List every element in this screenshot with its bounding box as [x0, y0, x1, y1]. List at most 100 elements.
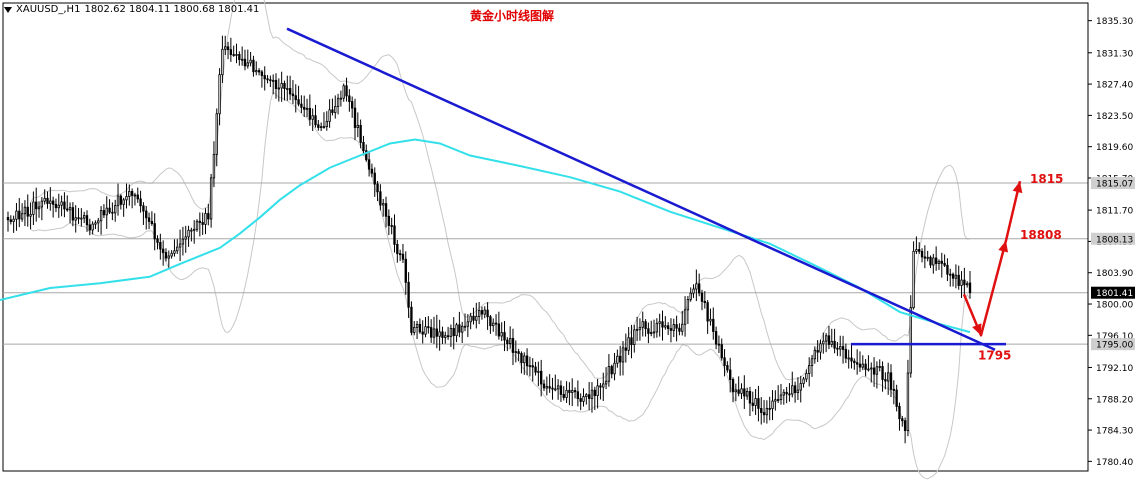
candle: [765, 400, 769, 424]
candle: [779, 383, 783, 405]
candle: [678, 323, 681, 336]
candle: [226, 41, 230, 60]
candle: [63, 192, 66, 218]
candle: [824, 333, 828, 353]
candle-body: [712, 318, 715, 332]
candle-body: [97, 220, 100, 224]
candle: [754, 388, 757, 415]
candle: [319, 122, 323, 132]
candle-body: [80, 217, 83, 220]
candle-body: [88, 224, 91, 231]
candle: [147, 212, 151, 230]
candle: [190, 227, 193, 242]
candle-body: [641, 321, 644, 328]
candle-body: [565, 389, 568, 398]
candle-body: [686, 299, 690, 311]
candle: [238, 51, 241, 66]
candle: [833, 328, 836, 354]
candle-body: [926, 256, 929, 259]
candle-body: [616, 355, 619, 364]
candle-body: [872, 367, 876, 375]
candle: [102, 204, 106, 219]
candle-body: [303, 106, 306, 110]
candle-body: [740, 388, 743, 394]
candle-body: [675, 324, 678, 329]
candle-body: [142, 205, 145, 212]
candle-body: [167, 255, 170, 259]
candle: [714, 326, 718, 350]
candle: [556, 379, 560, 400]
candle-body: [345, 85, 348, 97]
candle: [229, 37, 233, 62]
candle: [571, 378, 574, 407]
candle-body: [190, 229, 193, 232]
candle: [949, 268, 952, 287]
candle-body: [274, 79, 278, 89]
candle-body: [540, 370, 543, 385]
price-label-text: 1801.41: [1096, 289, 1133, 299]
candle-body: [477, 310, 481, 317]
candle: [193, 220, 196, 244]
candle: [407, 272, 410, 318]
axis-tick-label: 1831.30: [1096, 49, 1133, 59]
candle: [198, 212, 202, 237]
candle: [252, 55, 255, 77]
candle-body: [528, 365, 532, 368]
candle: [139, 190, 142, 213]
candle: [887, 362, 890, 395]
candle-body: [508, 338, 512, 344]
candle-body: [590, 389, 594, 399]
candle: [966, 281, 969, 288]
candle: [119, 194, 123, 210]
candle: [633, 324, 636, 353]
candle-body: [774, 399, 777, 402]
candle: [847, 349, 850, 369]
candle-body: [184, 236, 187, 240]
candle: [125, 183, 128, 209]
candle-body: [870, 367, 873, 370]
candle-body: [918, 249, 921, 252]
candle: [6, 211, 10, 232]
candle: [235, 43, 238, 64]
candle: [720, 338, 723, 361]
candle-body: [466, 321, 470, 327]
candle: [18, 198, 21, 228]
candle-body: [6, 217, 10, 221]
candle-body: [353, 107, 357, 128]
candle-body: [599, 385, 602, 388]
candle: [370, 163, 374, 178]
candle: [734, 383, 738, 402]
candle: [393, 214, 396, 253]
candle-body: [556, 385, 560, 390]
candle-body: [830, 340, 833, 345]
candle: [816, 340, 819, 363]
candle: [745, 387, 749, 400]
candle: [114, 199, 117, 222]
candle: [839, 335, 842, 357]
candle-body: [839, 346, 842, 350]
candle: [627, 327, 630, 355]
candle: [232, 45, 235, 57]
candle-body: [212, 153, 216, 179]
candle-body: [401, 253, 405, 260]
candle-body: [610, 366, 613, 375]
candle: [410, 301, 413, 336]
candle-body: [221, 48, 224, 76]
candle-body: [760, 408, 763, 413]
candle-body: [435, 328, 438, 337]
candle-body: [596, 385, 599, 397]
candle: [661, 310, 664, 341]
candle: [867, 355, 870, 372]
candle: [288, 75, 292, 101]
candle-body: [833, 340, 836, 349]
candle-body: [384, 203, 388, 217]
candle: [523, 352, 526, 375]
candle-body: [619, 355, 622, 363]
candle: [692, 284, 695, 298]
candle-body: [147, 217, 151, 222]
candle: [272, 74, 275, 95]
candle-body: [215, 113, 218, 155]
candle-body: [373, 172, 376, 185]
candle-body: [458, 324, 461, 333]
candle: [830, 328, 833, 348]
